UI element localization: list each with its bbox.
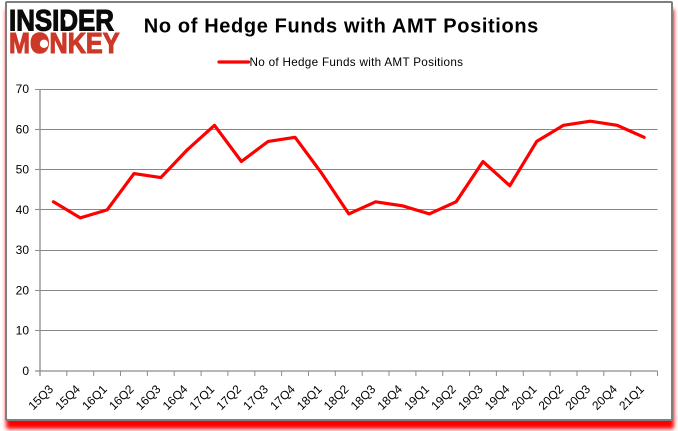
- svg-text:10: 10: [16, 324, 30, 338]
- svg-text:INSIDER: INSIDER: [9, 4, 114, 37]
- svg-text:70: 70: [16, 82, 30, 96]
- svg-text:19Q3: 19Q3: [455, 382, 486, 413]
- svg-text:16Q3: 16Q3: [133, 382, 164, 413]
- svg-text:17Q2: 17Q2: [213, 382, 244, 413]
- svg-text:18Q4: 18Q4: [374, 382, 405, 413]
- svg-text:40: 40: [16, 203, 30, 217]
- svg-text:20Q3: 20Q3: [562, 382, 593, 413]
- svg-text:20Q2: 20Q2: [536, 382, 567, 413]
- svg-text:17Q4: 17Q4: [267, 382, 298, 413]
- svg-text:15Q3: 15Q3: [25, 382, 56, 413]
- svg-text:20Q1: 20Q1: [509, 382, 540, 413]
- svg-text:18Q3: 18Q3: [348, 382, 379, 413]
- svg-text:21Q1: 21Q1: [616, 382, 647, 413]
- svg-text:30: 30: [16, 243, 30, 257]
- svg-text:20: 20: [16, 283, 30, 297]
- svg-text:17Q3: 17Q3: [240, 382, 271, 413]
- svg-text:No of Hedge Funds with AMT Pos: No of Hedge Funds with AMT Positions: [250, 56, 464, 69]
- svg-text:MONKEY: MONKEY: [9, 28, 120, 60]
- svg-text:0: 0: [22, 364, 29, 378]
- svg-text:60: 60: [16, 122, 30, 136]
- svg-text:18Q2: 18Q2: [321, 382, 352, 413]
- svg-text:19Q4: 19Q4: [482, 382, 513, 413]
- svg-text:20Q4: 20Q4: [589, 382, 620, 413]
- svg-text:19Q1: 19Q1: [401, 382, 432, 413]
- svg-text:16Q1: 16Q1: [79, 382, 110, 413]
- svg-text:15Q4: 15Q4: [52, 382, 83, 413]
- svg-text:18Q1: 18Q1: [294, 382, 325, 413]
- svg-text:19Q2: 19Q2: [428, 382, 459, 413]
- svg-text:50: 50: [16, 163, 30, 177]
- svg-text:No of Hedge Funds with AMT Pos: No of Hedge Funds with AMT Positions: [144, 16, 539, 38]
- svg-text:16Q4: 16Q4: [160, 382, 191, 413]
- svg-text:16Q2: 16Q2: [106, 382, 137, 413]
- svg-text:17Q1: 17Q1: [187, 382, 218, 413]
